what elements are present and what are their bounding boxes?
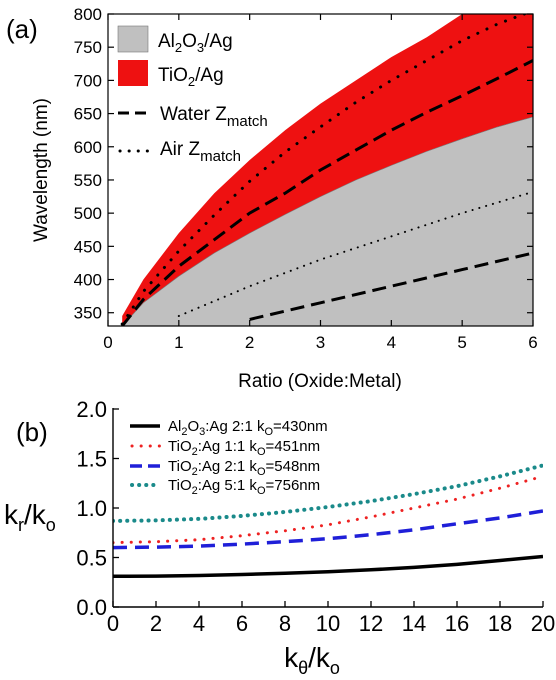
legend-water-label: Water Zmatch	[160, 104, 268, 130]
b-x-tick-label: 8	[279, 611, 291, 636]
legend-tio2-swatch	[118, 60, 148, 86]
panel-b-x-ticks: 0 2 4 6 8 10 12 14 16 18 20	[107, 601, 555, 636]
a-y-tick-label: 350	[74, 304, 102, 323]
panel-b-y-axis-title: kr/ko	[4, 499, 56, 535]
panel-b-y-ticks: 0.0 0.5 1.0 1.5 2.0	[76, 397, 119, 620]
panel-b-plot-area	[113, 463, 543, 579]
legend-b-red-label: TiO2:Ag 1:1 kO=451nm	[168, 438, 320, 458]
a-y-tick-label: 500	[74, 204, 102, 223]
legend-b-black-label: Al2O3:Ag 2:1 kO=430nm	[168, 418, 328, 438]
a-y-tick-label: 700	[74, 71, 102, 90]
b-x-tick-label: 0	[107, 611, 119, 636]
b-y-tick-label: 1.0	[76, 496, 107, 521]
b-x-tick-label: 6	[236, 611, 248, 636]
panel-b-label: (b)	[16, 417, 48, 447]
b-y-tick-label: 1.5	[76, 447, 107, 472]
panel-b: (b) 0 2 4 6 8 10 12 14 16 18 20 0.0 0.5 1.0 1.5 2.0 Al…	[4, 397, 555, 678]
series-tio2-1to1-line	[113, 474, 543, 545]
a-y-tick-label: 550	[74, 171, 102, 190]
panel-a-x-axis-title: Ratio (Oxide:Metal)	[238, 371, 402, 392]
b-x-tick-label: 18	[488, 611, 512, 636]
a-y-tick-label: 650	[74, 105, 102, 124]
b-x-tick-label: 16	[445, 611, 469, 636]
b-x-tick-label: 14	[402, 611, 426, 636]
panel-a: (a) 0 1 2 3 4 5 6 350 400 450 500 550 600 650 700 750 8…	[6, 5, 538, 392]
a-x-tick-label: 1	[174, 333, 183, 352]
legend-al2o3-label: Al2O3/Ag	[158, 31, 233, 55]
b-x-tick-label: 4	[193, 611, 205, 636]
b-y-tick-label: 2.0	[76, 397, 107, 422]
a-x-tick-label: 6	[528, 333, 537, 352]
legend-b-blue-label: TiO2:Ag 2:1 kO=548nm	[168, 458, 320, 478]
al2o3-air-zmatch-line	[177, 190, 533, 317]
legend-al2o3-swatch	[117, 25, 149, 53]
a-y-tick-label: 600	[74, 138, 102, 157]
panel-a-plot-area	[120, 14, 533, 326]
panel-b-x-axis-title: kθ/ko	[284, 642, 340, 678]
b-x-tick-label: 10	[316, 611, 340, 636]
a-x-tick-label: 2	[245, 333, 254, 352]
a-x-tick-label: 0	[103, 333, 112, 352]
a-y-tick-label: 800	[74, 5, 102, 24]
panel-a-y-axis-title: Wavelength (nm)	[31, 98, 52, 242]
series-tio2-5to1-line	[113, 463, 543, 523]
b-y-tick-label: 0.5	[76, 546, 107, 571]
b-x-tick-label: 12	[359, 611, 383, 636]
tio2-air-zmatch-line	[120, 14, 529, 326]
a-y-tick-label: 400	[74, 271, 102, 290]
al2o3-water-zmatch-line	[249, 251, 533, 321]
panel-a-legend: Al2O3/Ag TiO2/Ag Water Zmatch Air Zmatch	[117, 25, 268, 165]
legend-b-teal-label: TiO2:Ag 5:1 kO=756nm	[168, 477, 320, 497]
panel-a-label: (a)	[6, 14, 38, 44]
a-x-tick-label: 3	[316, 333, 325, 352]
b-x-tick-label: 2	[150, 611, 162, 636]
a-y-tick-label: 450	[74, 237, 102, 256]
b-y-tick-label: 0.0	[76, 595, 107, 620]
al2o3-ag-area	[121, 116, 533, 326]
series-al2o3-2to1-line	[113, 554, 543, 579]
series-tio2-2to1-line	[113, 509, 543, 550]
b-x-tick-label: 20	[531, 611, 555, 636]
a-x-tick-label: 4	[387, 333, 396, 352]
panel-b-legend: Al2O3:Ag 2:1 kO=430nm TiO2:Ag 1:1 kO=451…	[130, 418, 328, 497]
a-y-tick-label: 750	[74, 38, 102, 57]
tio2-water-zmatch-line	[121, 59, 533, 326]
a-x-tick-label: 5	[457, 333, 466, 352]
legend-air-label: Air Zmatch	[160, 139, 241, 165]
tio2-ag-area	[122, 14, 533, 326]
panel-a-x-ticks: 0 1 2 3 4 5 6	[103, 14, 538, 352]
legend-tio2-label: TiO2/Ag	[158, 65, 224, 89]
panel-a-y-ticks: 350 400 450 500 550 600 650 700 750 800	[74, 5, 533, 323]
